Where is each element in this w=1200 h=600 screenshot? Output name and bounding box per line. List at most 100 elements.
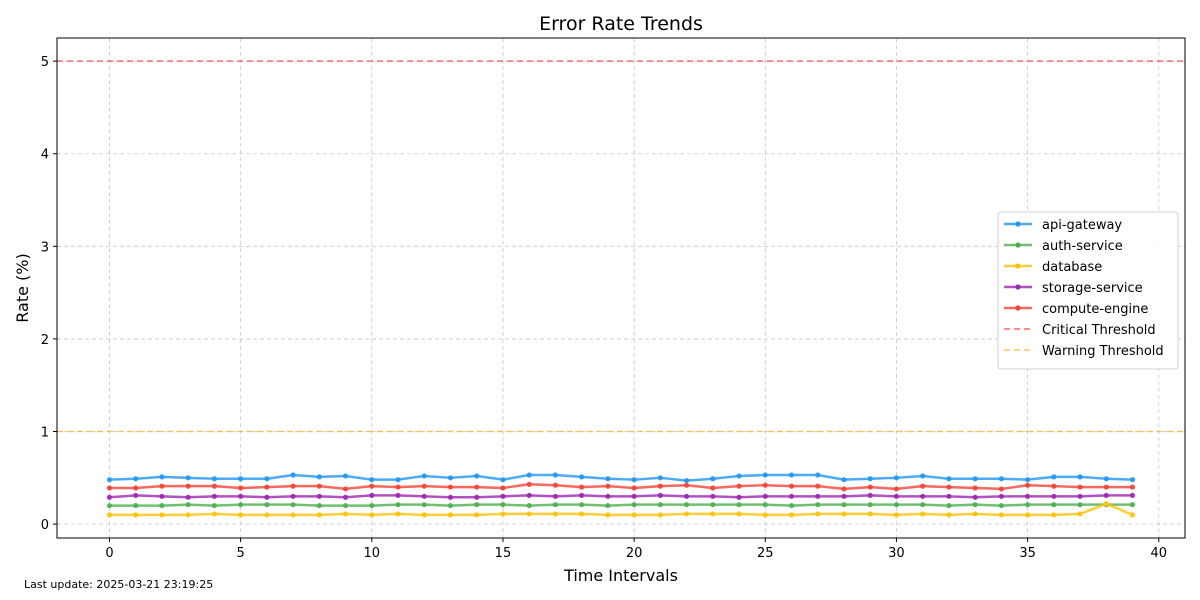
data-point — [159, 512, 165, 518]
data-point — [159, 483, 165, 489]
data-point — [133, 512, 139, 518]
legend-marker — [1015, 305, 1021, 311]
data-point — [841, 511, 847, 517]
data-point — [106, 485, 113, 491]
x-tick-label: 25 — [757, 546, 774, 561]
data-point — [552, 511, 559, 517]
data-point — [369, 502, 375, 509]
data-point — [421, 493, 427, 499]
data-point — [552, 482, 559, 488]
data-point — [788, 472, 795, 478]
data-point — [264, 484, 270, 490]
y-tick-label: 4 — [41, 148, 49, 163]
data-point — [316, 512, 322, 518]
data-point — [972, 494, 978, 500]
data-point — [736, 473, 742, 479]
data-point — [710, 476, 716, 482]
data-point — [447, 494, 454, 500]
data-point — [998, 486, 1004, 492]
data-point — [1051, 512, 1057, 518]
data-point — [369, 492, 375, 499]
data-point — [106, 502, 113, 509]
y-tick-label: 0 — [41, 518, 49, 533]
data-point — [316, 493, 322, 499]
data-point — [211, 483, 217, 489]
threshold-lines — [57, 60, 1185, 433]
data-point — [395, 477, 401, 483]
data-point — [1077, 511, 1083, 517]
legend-label: Critical Threshold — [1042, 323, 1156, 338]
data-point — [1077, 484, 1083, 490]
last-update-text: Last update: 2025-03-21 23:19:25 — [24, 578, 214, 591]
data-point — [683, 477, 690, 484]
x-tick-label: 15 — [495, 546, 512, 561]
data-point — [841, 502, 847, 508]
data-point — [946, 484, 952, 490]
data-point — [631, 485, 637, 491]
data-point — [1077, 502, 1083, 508]
data-point — [710, 493, 716, 499]
series-line — [109, 483, 1133, 491]
data-point — [762, 502, 768, 508]
data-point — [342, 511, 349, 517]
data-point — [369, 483, 375, 489]
x-tick-label: 40 — [1150, 546, 1167, 561]
data-point — [1103, 501, 1109, 507]
x-axis-label: Time Intervals — [563, 566, 678, 585]
data-point — [421, 502, 427, 508]
data-point — [1129, 492, 1136, 499]
data-point — [369, 512, 375, 518]
data-point — [1103, 476, 1109, 482]
data-point — [185, 475, 191, 481]
data-point — [579, 492, 585, 499]
data-point — [815, 502, 821, 508]
legend-marker — [1015, 221, 1021, 227]
y-tick-label: 3 — [41, 240, 49, 255]
data-point — [579, 502, 585, 508]
data-point — [920, 511, 926, 517]
data-point — [605, 483, 611, 489]
data-point — [736, 502, 742, 508]
data-point — [1129, 477, 1136, 483]
data-point — [369, 477, 375, 483]
data-point — [238, 512, 244, 518]
data-point — [133, 492, 139, 499]
data-point — [736, 483, 742, 489]
data-point — [998, 493, 1004, 499]
data-point — [736, 494, 742, 500]
data-point — [264, 502, 270, 508]
data-point — [657, 492, 663, 499]
data-point — [1129, 484, 1136, 490]
data-point — [1051, 474, 1057, 480]
data-point — [998, 502, 1004, 509]
data-point — [526, 492, 532, 499]
data-point — [946, 502, 952, 509]
data-point — [316, 483, 322, 489]
data-point — [920, 502, 926, 508]
data-point — [841, 477, 847, 483]
data-point — [552, 472, 559, 478]
data-point — [631, 512, 637, 518]
data-point — [972, 511, 978, 517]
data-point — [211, 476, 217, 482]
data-point — [972, 502, 978, 508]
data-point — [893, 475, 900, 481]
legend-marker — [1015, 263, 1021, 269]
data-point — [946, 512, 952, 518]
data-point — [579, 511, 585, 517]
data-point — [106, 512, 113, 518]
axis-ticks: 0 5 10 15 20 25 30 35 40 0 1 2 3 4 5 — [41, 55, 1167, 561]
x-tick-label: 20 — [626, 546, 643, 561]
data-point — [1077, 493, 1083, 499]
data-point — [867, 511, 873, 517]
data-point — [395, 502, 401, 508]
data-point — [474, 473, 480, 479]
data-point — [316, 502, 322, 509]
data-point — [185, 502, 191, 508]
data-point — [788, 493, 795, 499]
data-point — [657, 483, 663, 489]
data-point — [893, 493, 900, 499]
data-point — [1129, 502, 1136, 508]
data-point — [972, 476, 978, 482]
